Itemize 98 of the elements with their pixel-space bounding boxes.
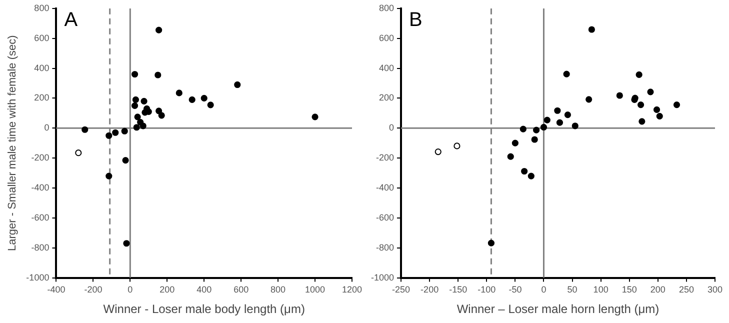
point	[188, 96, 196, 103]
x-tick-label: -250	[392, 284, 410, 295]
x-tick-label: 400	[196, 284, 212, 295]
point	[647, 88, 654, 96]
point	[154, 72, 162, 78]
point	[556, 119, 564, 126]
point	[540, 124, 548, 131]
y-tick-label: -200	[31, 152, 50, 163]
point	[554, 107, 561, 114]
x-tick-label: 200	[650, 284, 666, 295]
point	[133, 124, 140, 131]
point	[122, 157, 129, 164]
point	[312, 114, 318, 120]
y-tick-label: -1000	[370, 272, 394, 282]
point	[528, 172, 534, 180]
x-tick-label: -400	[47, 284, 66, 295]
y-tick-label: -1000	[26, 272, 50, 282]
point	[156, 108, 162, 114]
point	[488, 240, 495, 246]
x-tick-label: -200	[84, 284, 102, 295]
x-tick-label: 0	[128, 284, 133, 295]
y-tick-label: 0	[389, 122, 394, 133]
point	[112, 129, 119, 136]
point	[533, 126, 540, 134]
x-tick-label: -50	[508, 284, 522, 295]
point	[637, 101, 644, 108]
point	[131, 70, 138, 78]
y-tick-label: 400	[378, 62, 394, 73]
point	[572, 122, 578, 130]
y-axis-title: Larger - Smaller male time with female (sec)	[6, 35, 19, 251]
x-tick-label: 100	[593, 284, 608, 295]
point	[616, 92, 623, 99]
chart-title: A	[64, 8, 78, 31]
x-tick-label: 300	[707, 284, 723, 295]
y-tick-label: 800	[34, 2, 50, 13]
point	[564, 112, 572, 118]
x-tick-label: -150	[449, 284, 468, 295]
y-tick-label: 0	[44, 122, 50, 133]
point	[106, 172, 112, 180]
x-tick-label: -200	[420, 284, 439, 295]
point	[132, 96, 140, 103]
y-tick-label: 600	[34, 32, 50, 43]
point	[586, 96, 592, 103]
point	[200, 94, 208, 102]
point	[207, 102, 214, 108]
x-tick-label: 1000	[305, 284, 326, 295]
chart-title: B	[409, 8, 422, 31]
point	[234, 81, 241, 88]
point	[131, 102, 138, 109]
point	[134, 114, 141, 120]
point	[507, 153, 514, 160]
point	[512, 140, 518, 146]
y-tick-label: -600	[31, 212, 50, 222]
y-tick-label: -400	[376, 182, 394, 192]
x-tick-label: 50	[567, 284, 578, 295]
y-tick-label: 200	[378, 92, 394, 103]
x-tick-label: 250	[678, 284, 694, 295]
point	[588, 26, 595, 33]
x-tick-label: 600	[234, 284, 249, 295]
point	[140, 98, 148, 104]
point	[520, 126, 526, 132]
point	[156, 26, 162, 34]
point	[638, 118, 646, 125]
y-tick-label: 800	[378, 2, 394, 13]
point	[673, 101, 680, 108]
point	[636, 71, 642, 78]
point	[140, 122, 146, 130]
point	[531, 136, 538, 143]
point	[106, 132, 112, 139]
y-tick-label: -600	[376, 212, 394, 222]
x-tick-label: 150	[622, 284, 637, 295]
point	[653, 106, 660, 114]
point	[434, 148, 442, 156]
point	[544, 116, 550, 124]
point	[176, 90, 182, 96]
x-axis-title: Winner - Loser male body length (μm)	[103, 302, 305, 316]
y-tick-label: -400	[31, 182, 50, 192]
y-tick-label: 600	[378, 32, 394, 43]
point	[563, 70, 570, 78]
point	[521, 168, 528, 175]
point	[82, 126, 88, 133]
y-tick-label: 400	[34, 62, 50, 73]
y-tick-label: -800	[376, 242, 394, 252]
point	[454, 142, 460, 150]
point	[121, 128, 128, 134]
x-tick-label: -100	[478, 284, 496, 295]
point	[656, 112, 663, 120]
point	[158, 112, 165, 119]
point	[123, 240, 130, 247]
x-tick-label: 0	[541, 284, 546, 295]
x-axis-title: Winner – Loser male horn length (μm)	[456, 302, 660, 316]
x-tick-label: 1200	[342, 284, 362, 295]
point	[75, 150, 82, 156]
y-tick-label: 200	[34, 92, 50, 103]
y-tick-label: -200	[376, 152, 394, 163]
x-tick-label: 800	[270, 284, 286, 295]
x-tick-label: 200	[160, 284, 175, 295]
y-tick-label: -800	[31, 242, 50, 252]
